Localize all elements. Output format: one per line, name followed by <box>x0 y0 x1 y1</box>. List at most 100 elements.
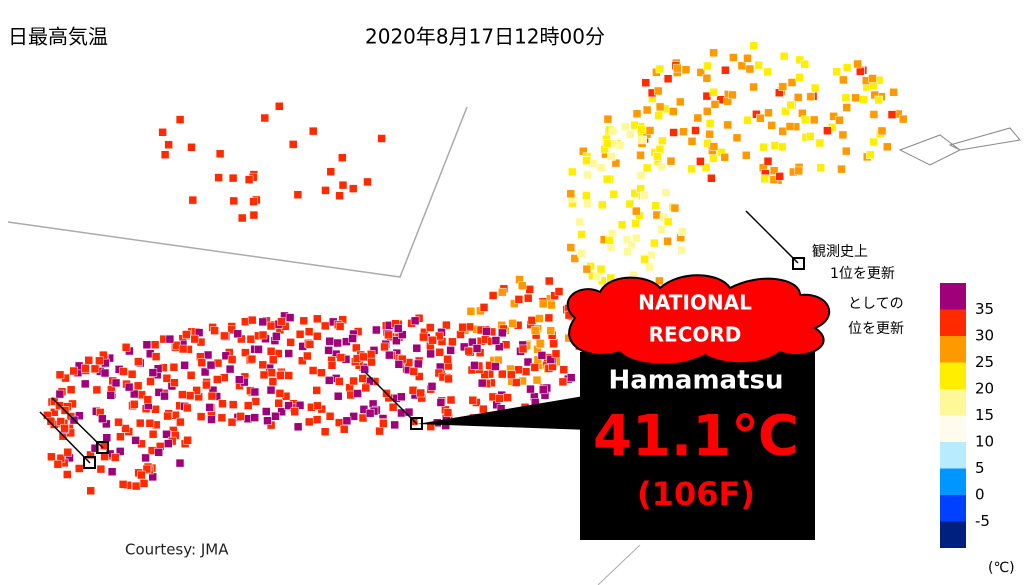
station <box>554 287 564 296</box>
station <box>206 360 216 370</box>
station <box>851 93 860 103</box>
station <box>178 390 187 399</box>
station <box>133 381 143 391</box>
station <box>666 156 676 166</box>
station <box>673 63 682 73</box>
station <box>442 320 451 330</box>
station <box>246 334 256 344</box>
legend-swatch <box>940 309 966 336</box>
station <box>414 359 423 369</box>
station <box>756 113 765 123</box>
station <box>544 313 554 323</box>
station <box>55 370 65 380</box>
station <box>380 342 389 352</box>
annotation: 観測史上 <box>812 243 868 260</box>
station <box>266 385 276 395</box>
station <box>46 416 56 426</box>
station <box>276 371 285 380</box>
station <box>336 353 346 362</box>
station <box>678 227 687 236</box>
station <box>787 78 797 87</box>
station <box>379 419 388 428</box>
station <box>883 142 892 152</box>
station <box>397 392 406 402</box>
station <box>577 230 586 239</box>
station <box>327 361 337 370</box>
callout: NATIONAL RECORD Hamamatsu 41.1℃ (106F) <box>417 274 831 540</box>
station <box>397 408 406 418</box>
station <box>887 110 897 119</box>
station <box>114 417 123 427</box>
station <box>785 122 795 131</box>
station <box>676 97 685 107</box>
station <box>448 337 457 347</box>
city: Hamamatsu <box>609 366 784 396</box>
station <box>268 377 278 386</box>
station <box>335 191 344 200</box>
station <box>645 262 654 272</box>
station <box>669 128 678 137</box>
station <box>632 206 641 216</box>
station <box>767 121 776 130</box>
station <box>547 300 556 310</box>
station <box>154 448 163 457</box>
inset-frame <box>7 106 468 278</box>
station <box>657 162 667 171</box>
station <box>267 368 276 377</box>
station <box>141 453 150 463</box>
station <box>507 370 516 380</box>
station <box>84 356 93 365</box>
station <box>176 417 185 427</box>
station <box>192 386 201 395</box>
station <box>333 338 342 348</box>
station <box>479 404 488 414</box>
station <box>205 403 214 412</box>
station <box>527 316 537 325</box>
station <box>592 272 602 282</box>
station <box>115 447 125 456</box>
station <box>566 373 576 382</box>
badge-text: NATIONAL <box>638 291 752 315</box>
station <box>385 350 394 360</box>
station <box>338 153 347 162</box>
station <box>55 389 65 399</box>
station <box>197 358 207 367</box>
station <box>349 412 358 421</box>
station <box>832 67 841 76</box>
station <box>360 364 369 374</box>
station <box>335 377 344 386</box>
station <box>363 177 372 187</box>
station <box>687 137 697 146</box>
station <box>325 336 334 346</box>
station <box>118 480 128 489</box>
station <box>66 385 76 394</box>
station <box>268 355 278 365</box>
station <box>365 408 375 418</box>
legend-label: 20 <box>975 380 994 398</box>
station <box>308 126 318 136</box>
station <box>148 368 158 377</box>
station <box>53 459 63 469</box>
station <box>146 377 155 386</box>
station <box>532 375 542 385</box>
station <box>551 349 561 359</box>
station <box>428 335 437 345</box>
station <box>705 119 715 128</box>
station <box>749 82 758 92</box>
station <box>745 64 755 74</box>
station <box>859 95 868 104</box>
station <box>491 362 500 371</box>
legend-label: 25 <box>975 353 994 371</box>
station <box>511 378 521 387</box>
station <box>233 329 242 339</box>
station <box>75 411 84 420</box>
station <box>763 67 773 77</box>
station <box>464 346 474 356</box>
station <box>568 167 577 177</box>
station <box>498 328 507 338</box>
station <box>781 106 790 116</box>
station <box>317 368 326 377</box>
station <box>530 363 540 372</box>
station <box>358 374 367 383</box>
station <box>134 357 143 366</box>
